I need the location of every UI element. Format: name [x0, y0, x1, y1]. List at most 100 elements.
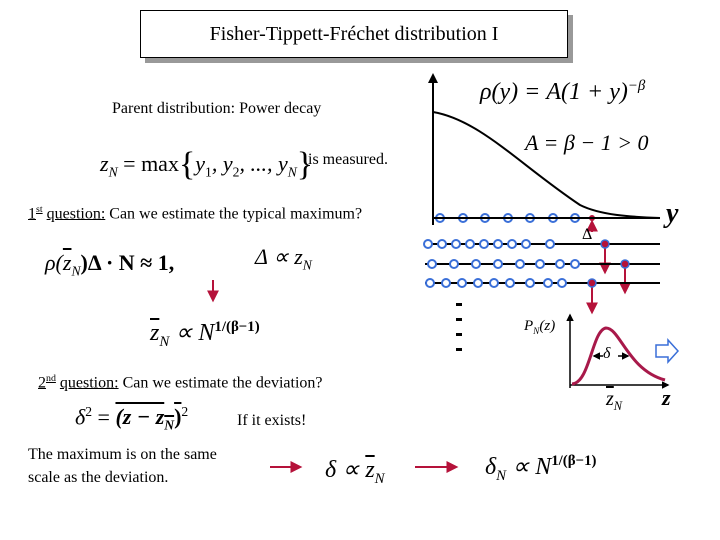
text: N — [302, 257, 312, 273]
formula: Δ ∝ zN — [255, 244, 312, 273]
text: (z) — [539, 318, 556, 334]
text: z — [100, 151, 109, 176]
sample-point — [425, 278, 435, 288]
text: Parent distribution: Power decay — [112, 100, 322, 117]
text: scale as the deviation. — [28, 469, 169, 486]
sample-point — [449, 259, 459, 269]
text: N — [108, 164, 118, 180]
text: 2 — [232, 164, 240, 180]
sample-point — [479, 239, 489, 249]
text: δ ∝ — [325, 457, 366, 483]
formula: ρ(y) = A(1 + y)−β — [480, 78, 645, 106]
text: } — [296, 146, 314, 183]
max-point — [600, 239, 610, 249]
sample-point — [505, 278, 515, 288]
text: = — [92, 404, 116, 430]
sample-point — [427, 259, 437, 269]
question: 2nd question: Can we estimate the deviat… — [38, 373, 323, 392]
text: N — [164, 417, 175, 433]
max-point — [620, 259, 630, 269]
formula: δ2 = (z − zN)2 — [75, 404, 188, 434]
text: z — [365, 457, 375, 483]
text: { — [178, 146, 196, 183]
text: z — [62, 250, 72, 275]
formula: zN ∝ N1/(β−1) — [150, 318, 260, 351]
question: 1st question: Can we estimate the typica… — [28, 204, 362, 223]
formula: A = β − 1 > 0 — [525, 130, 649, 155]
text: ∝ N — [506, 454, 552, 480]
text: 2 — [181, 404, 189, 419]
pdf-curve — [571, 326, 666, 386]
text: st — [36, 204, 43, 215]
text: question: — [59, 374, 119, 392]
sample-point — [521, 239, 531, 249]
text: N — [613, 399, 623, 413]
text: question: — [46, 205, 106, 223]
sample-point — [535, 259, 545, 269]
sample-point — [437, 239, 447, 249]
text: ρ( — [45, 250, 63, 275]
formula: δN ∝ N1/(β−1) — [485, 452, 596, 485]
text: z — [606, 388, 614, 410]
text: Can we estimate the typical maximum? — [109, 205, 363, 223]
label: Δ — [582, 226, 593, 243]
sample-point — [493, 259, 503, 269]
text: ∝ N — [169, 320, 215, 346]
text: , y — [211, 151, 233, 176]
sample-point — [465, 239, 475, 249]
sample-point — [451, 239, 461, 249]
text: δ — [75, 404, 86, 430]
sample-point — [557, 278, 567, 288]
text: , ..., y — [239, 151, 288, 176]
sample-point — [473, 278, 483, 288]
text: 1 — [205, 164, 212, 180]
max-point — [587, 278, 597, 288]
text: y — [195, 151, 206, 176]
formula: ρ(zN)Δ · N ≈ 1, — [45, 250, 174, 279]
sample-point — [507, 239, 517, 249]
sample-point — [493, 239, 503, 249]
text: ) — [174, 404, 182, 430]
text: nd — [46, 373, 56, 384]
text: N — [496, 467, 507, 484]
label: PN(z) — [524, 318, 555, 337]
axis-label: z — [662, 385, 671, 410]
text: is measured. — [308, 151, 388, 168]
sample-point — [515, 259, 525, 269]
decay-curve — [432, 111, 661, 219]
text: Can we estimate the deviation? — [122, 374, 323, 392]
text: 2 — [85, 404, 93, 419]
sample-point — [525, 278, 535, 288]
sample-point — [555, 259, 565, 269]
formula: δ ∝ zN — [325, 455, 385, 488]
text: N — [374, 470, 385, 487]
text: 1/(β−1) — [214, 319, 260, 335]
text: N — [287, 164, 297, 180]
sample-point — [457, 278, 467, 288]
axis-label: y — [666, 198, 679, 229]
text: N — [159, 333, 170, 350]
text: 2 — [38, 374, 46, 392]
label: zN — [606, 388, 622, 414]
label: δ — [603, 345, 611, 362]
text: Δ ∝ z — [255, 244, 303, 269]
title: Fisher-Tippett-Fréchet distribution I — [140, 10, 568, 58]
text: 1 — [28, 205, 36, 223]
text: ρ(y) = A(1 + y) — [480, 79, 628, 105]
text: N — [533, 327, 540, 337]
text: 1/(β−1) — [551, 453, 597, 469]
text: δ — [485, 454, 497, 480]
text: (z − z — [115, 404, 165, 430]
text: z — [150, 320, 160, 346]
sample-point — [545, 239, 555, 249]
next-arrow[interactable] — [655, 338, 680, 364]
formula: zN = max{y1, y2, ..., yN} — [100, 146, 313, 184]
text: −β — [627, 78, 646, 94]
text: P — [524, 318, 534, 334]
sample-point — [441, 278, 451, 288]
sample-point — [471, 259, 481, 269]
text: The maximum is on the same — [28, 446, 217, 463]
text: )Δ · N ≈ 1, — [80, 250, 175, 275]
